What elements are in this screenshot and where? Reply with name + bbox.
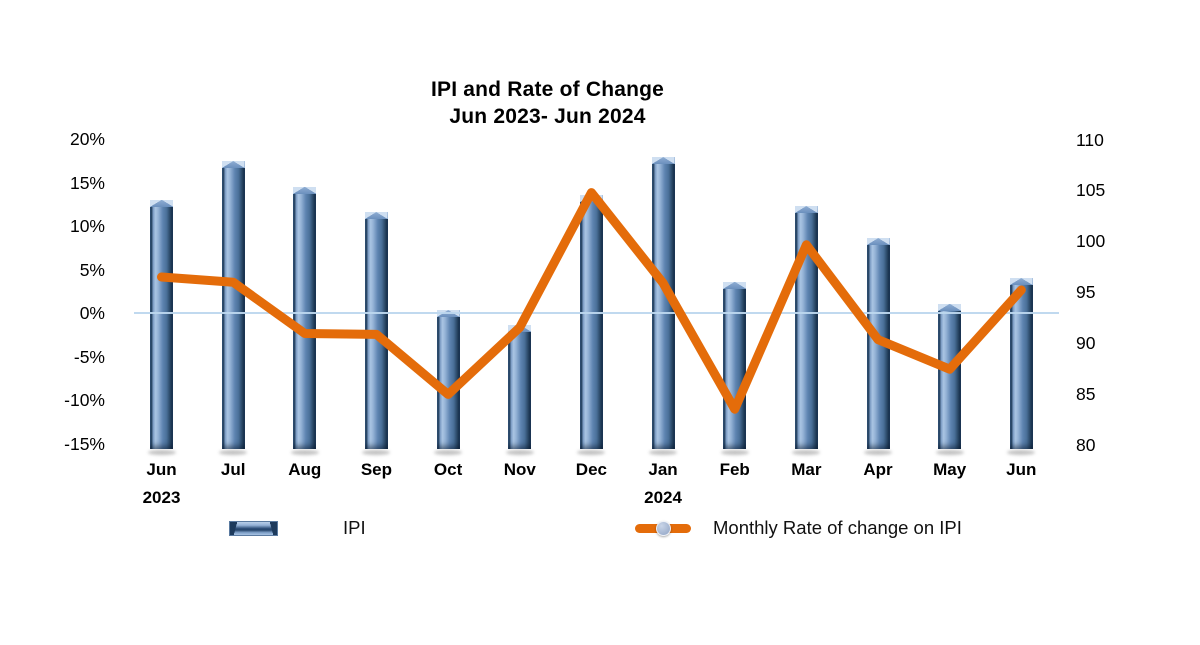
right-axis-tick: 85 bbox=[1076, 383, 1096, 404]
bar-top-cap bbox=[866, 237, 890, 245]
bar-top-cap bbox=[150, 199, 173, 207]
right-axis-tick: 110 bbox=[1076, 129, 1104, 150]
bar-ground-shadow bbox=[434, 450, 463, 455]
zero-gridline bbox=[134, 312, 1059, 314]
bar-top-cap bbox=[794, 206, 818, 214]
bar-top-cap bbox=[1009, 278, 1033, 286]
x-axis-label: Nov bbox=[503, 460, 536, 479]
x-axis-year-label: 2023 bbox=[142, 488, 181, 507]
chart-title: IPI and Rate of Change bbox=[430, 78, 665, 101]
right-axis-tick: 95 bbox=[1076, 282, 1096, 302]
bar-top-cap bbox=[938, 303, 962, 311]
chart-title-block: IPI and Rate of Change Jun 2023- Jun 202… bbox=[140, 76, 955, 130]
bar-ground-shadow bbox=[720, 450, 749, 455]
bar-ground-shadow bbox=[1007, 450, 1036, 455]
rate-line bbox=[157, 188, 1026, 414]
x-axis-label: Oct bbox=[433, 460, 463, 479]
chart-subtitle: Jun 2023- Jun 2024 bbox=[449, 105, 646, 128]
x-axis-label: Sep bbox=[360, 460, 393, 479]
ipi-bar bbox=[651, 157, 675, 449]
x-axis-label: Apr bbox=[863, 460, 893, 479]
ipi-bar bbox=[150, 199, 173, 449]
bar-top-cap bbox=[221, 161, 245, 169]
x-axis-label: Feb bbox=[719, 460, 750, 479]
x-axis-label: May bbox=[933, 460, 967, 479]
bar-ground-shadow bbox=[649, 450, 678, 455]
left-axis-tick: 20% bbox=[69, 129, 105, 149]
bar-ground-shadow bbox=[935, 450, 964, 455]
left-axis-tick: -10% bbox=[64, 390, 105, 410]
ipi-bar bbox=[938, 303, 962, 449]
bar-top-cap bbox=[293, 186, 317, 194]
x-axis-label: Aug bbox=[288, 460, 322, 479]
x-axis-label: Jun bbox=[146, 460, 177, 479]
bar-ground-shadow bbox=[362, 450, 391, 455]
bar-ground-shadow bbox=[864, 450, 892, 455]
bar-ground-shadow bbox=[290, 450, 319, 455]
left-axis-tick: 5% bbox=[79, 259, 105, 280]
right-axis-tick: 100 bbox=[1076, 231, 1106, 252]
left-axis-tick: 0% bbox=[79, 303, 105, 323]
x-axis-label: Dec bbox=[575, 460, 607, 479]
left-axis-tick: 10% bbox=[69, 216, 105, 236]
right-axis-tick: 80 bbox=[1076, 434, 1096, 455]
bar-ground-shadow bbox=[219, 450, 248, 455]
x-axis-label: Mar bbox=[791, 460, 822, 479]
right-axis-tick: 105 bbox=[1076, 180, 1106, 201]
right-axis-tick: 90 bbox=[1076, 332, 1096, 353]
left-axis-tick: -15% bbox=[64, 433, 105, 454]
bar-ground-shadow bbox=[147, 450, 176, 455]
left-axis-tick: -5% bbox=[73, 346, 105, 367]
bar-top-cap bbox=[723, 282, 747, 290]
bar-ground-shadow bbox=[792, 450, 821, 455]
x-axis-label: Jun bbox=[1006, 460, 1037, 479]
x-axis-label: Jan bbox=[648, 460, 678, 479]
bar-top-cap bbox=[651, 157, 675, 165]
ipi-bar bbox=[221, 161, 245, 449]
bar-top-cap bbox=[364, 212, 388, 220]
ipi-bar bbox=[1009, 278, 1033, 449]
bar-ground-shadow bbox=[505, 450, 534, 455]
x-axis-label: Jul bbox=[220, 460, 246, 479]
left-axis-tick: 15% bbox=[69, 172, 105, 193]
ipi-bar bbox=[293, 186, 317, 449]
x-axis-year-label: 2024 bbox=[644, 488, 682, 507]
bar-ground-shadow bbox=[577, 450, 606, 455]
